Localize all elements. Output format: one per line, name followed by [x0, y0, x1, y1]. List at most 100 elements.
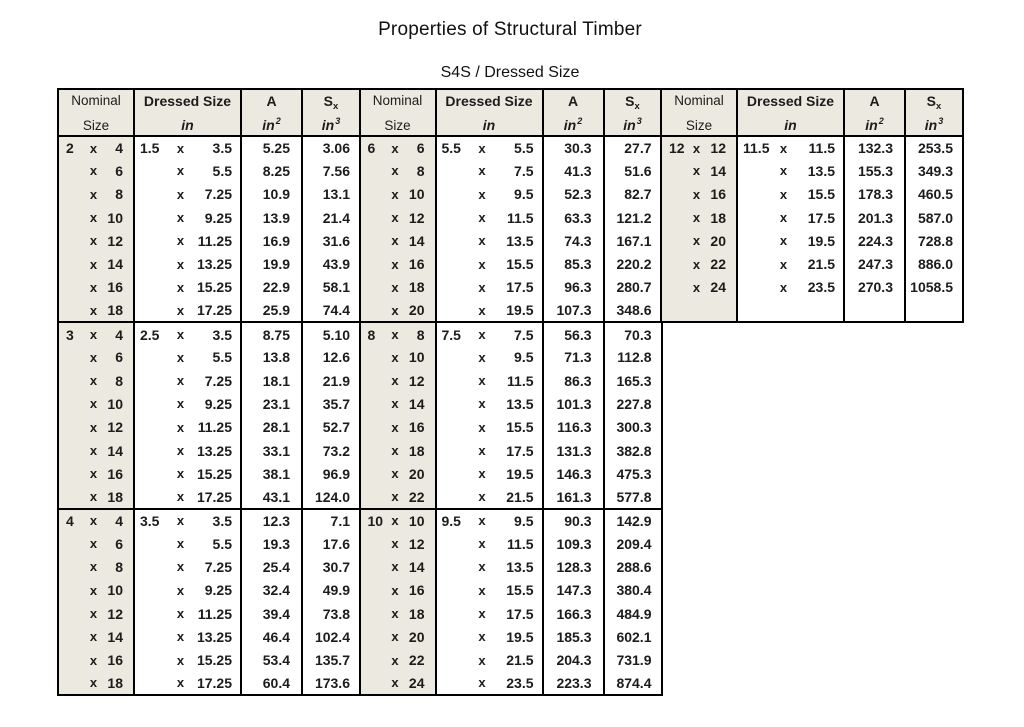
- dressed-depth: 15.5: [506, 582, 534, 599]
- nominal-size-cell: x 14: [58, 438, 134, 463]
- section-modulus-cell: 58.1: [301, 275, 360, 300]
- dressed-header: Dressed Size in: [133, 89, 241, 137]
- times-symbol: x: [176, 256, 185, 272]
- nominal-depth: 12: [107, 605, 123, 622]
- dressed-size-cell: 2.5 x 3.5: [133, 321, 241, 346]
- nominal-size-cell: x 14: [359, 229, 436, 253]
- table-row: x 14 x 13.5 101.3 227.8: [359, 392, 662, 416]
- area-cell: 60.4: [240, 671, 302, 696]
- dressed-size-cell: x 13.25: [133, 252, 241, 276]
- section-modulus-cell: 475.3: [602, 462, 662, 486]
- nominal-size-cell: 12 x 12: [661, 136, 737, 160]
- dressed-size-cell: x 19.5: [434, 625, 543, 649]
- times-symbol: x: [478, 606, 486, 622]
- nominal-size-cell: x 12: [359, 205, 436, 230]
- dressed-size-cell: x 17.5: [736, 205, 844, 230]
- times-symbol: x: [89, 256, 98, 272]
- times-symbol: x: [176, 279, 185, 295]
- dressed-depth: 15.25: [196, 279, 232, 296]
- nominal-depth: 16: [408, 582, 425, 599]
- section-modulus-cell: 167.1: [602, 229, 662, 253]
- times-symbol: x: [176, 582, 185, 598]
- table-row: x 18 x 17.5 201.3 587.0: [661, 205, 963, 230]
- nominal-size-cell: x 10: [58, 205, 134, 230]
- nominal-size-cell: x 20: [661, 229, 737, 253]
- nominal-size-cell: x 14: [661, 159, 737, 183]
- table-row: x 16 x 15.25 22.9 58.1: [58, 275, 360, 300]
- times-symbol: x: [391, 233, 399, 249]
- times-symbol: x: [89, 302, 98, 318]
- times-symbol: x: [478, 302, 486, 318]
- section-modulus-subscript: x: [333, 101, 339, 112]
- table-row: x 10 x 9.5 71.3 112.8: [359, 345, 662, 369]
- nominal-size-cell: x 20: [359, 299, 436, 323]
- area-cell: 28.1: [240, 415, 302, 439]
- nominal-size-cell: x 10: [359, 345, 436, 369]
- dressed-size-cell: x 9.25: [133, 205, 241, 230]
- times-symbol: x: [478, 536, 486, 552]
- nominal-thickness: 12: [669, 140, 685, 157]
- area-cell: 32.4: [240, 578, 302, 602]
- dressed-thickness: 3.5: [140, 512, 160, 529]
- times-symbol: x: [391, 629, 399, 645]
- area-cell: 39.4: [240, 601, 302, 626]
- dressed-thickness: 7.5: [441, 326, 461, 343]
- nominal-depth: 16: [408, 419, 425, 436]
- section-modulus-cell: 135.7: [301, 648, 360, 672]
- nominal-depth: 16: [107, 652, 123, 669]
- table-row: x 18 x 17.25 60.4 173.6: [58, 671, 360, 696]
- dressed-size-cell: x 13.25: [133, 438, 241, 463]
- area-cell: 56.3: [541, 321, 604, 346]
- nominal-size-cell: x 16: [359, 252, 436, 276]
- times-symbol: x: [89, 210, 98, 226]
- table-row: x 22 x 21.5 247.3 886.0: [661, 252, 963, 276]
- table-row: x 8 x 7.25 10.9 13.1: [58, 182, 360, 206]
- dressed-size-cell: 1.5 x 3.5: [133, 136, 241, 160]
- times-symbol: x: [391, 327, 399, 343]
- table-row: x 20 x 19.5 107.3 348.6: [359, 299, 662, 323]
- section-modulus-header: Sx in3: [904, 89, 963, 137]
- dressed-size-cell: x 23.5: [736, 275, 844, 300]
- area-cell: 201.3: [843, 205, 905, 230]
- times-symbol: x: [89, 419, 98, 435]
- nominal-depth: 4: [115, 326, 123, 343]
- times-symbol: x: [176, 489, 185, 505]
- times-symbol: x: [176, 349, 185, 365]
- nominal-depth: 18: [710, 209, 726, 226]
- dressed-depth: 3.5: [212, 326, 232, 343]
- nominal-size-cell: x 16: [359, 578, 436, 602]
- dressed-depth: 5.5: [212, 535, 232, 552]
- area-header-label: A: [266, 93, 277, 109]
- nominal-thickness: 3: [66, 326, 74, 343]
- area-cell: 53.4: [240, 648, 302, 672]
- dressed-size-cell: x 19.5: [434, 462, 543, 486]
- times-symbol: x: [391, 163, 399, 179]
- dressed-depth: 19.5: [506, 628, 534, 645]
- times-symbol: x: [89, 279, 98, 295]
- area-unit-label: in2: [563, 116, 583, 133]
- dressed-depth: 17.5: [506, 279, 534, 296]
- dressed-depth: 9.25: [204, 395, 232, 412]
- nominal-depth: 20: [710, 232, 726, 249]
- nominal-header-label: Nominal: [71, 93, 121, 108]
- times-symbol: x: [176, 233, 185, 249]
- nominal-size-cell: x 18: [359, 275, 436, 300]
- dressed-size-cell: x 5.5: [133, 532, 241, 556]
- section-modulus-subscript: x: [634, 101, 640, 112]
- nominal-size-cell: x 18: [359, 601, 436, 626]
- nominal-depth: 4: [115, 512, 123, 529]
- times-symbol: x: [779, 140, 788, 156]
- dressed-depth: 7.25: [204, 558, 232, 575]
- nominal-depth: 20: [408, 465, 425, 482]
- area-cell: 8.75: [240, 321, 302, 346]
- times-symbol: x: [176, 606, 185, 622]
- table-row: 3 x 4 2.5 x 3.5 8.75 5.10: [58, 321, 360, 346]
- nominal-size-cell: x 14: [359, 555, 436, 579]
- times-symbol: x: [779, 186, 788, 202]
- nominal-depth: 18: [408, 605, 425, 622]
- times-symbol: x: [478, 373, 486, 389]
- area-unit-label: in2: [865, 116, 884, 133]
- table-row: x 10 x 9.25 23.1 35.7: [58, 392, 360, 416]
- times-symbol: x: [89, 675, 98, 691]
